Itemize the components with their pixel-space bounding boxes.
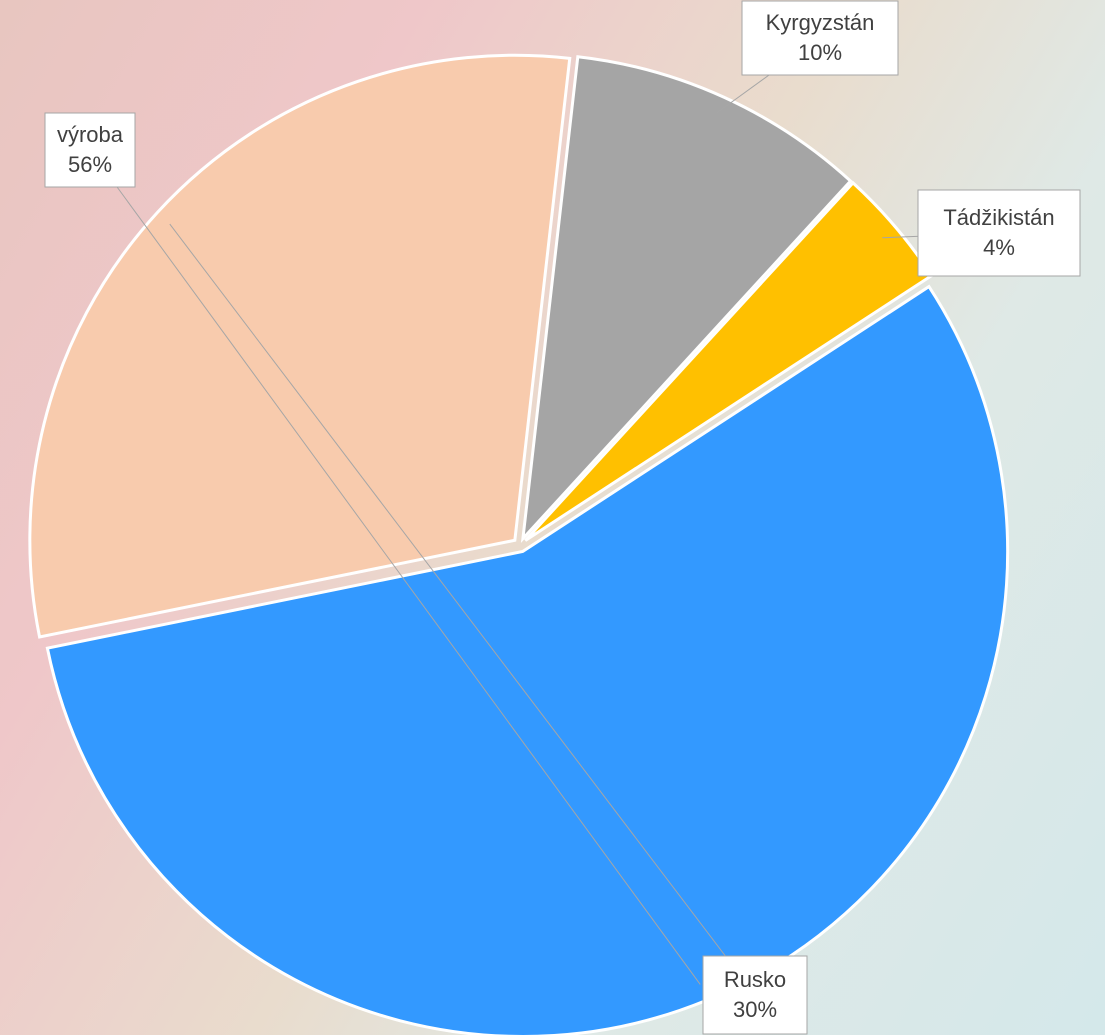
data-label-name: výroba bbox=[57, 122, 124, 147]
data-label-value: 4% bbox=[983, 235, 1015, 260]
data-label-value: 10% bbox=[798, 40, 842, 65]
callout-box bbox=[918, 190, 1080, 276]
data-label-name: Rusko bbox=[724, 967, 786, 992]
data-label-value: 30% bbox=[733, 997, 777, 1022]
data-label-name: Tádžikistán bbox=[943, 205, 1054, 230]
data-label-name: Kyrgyzstán bbox=[766, 10, 875, 35]
chart: Kyrgyzstán 10% Tádžikistán 4% výroba 56% Rusko… bbox=[0, 0, 1105, 1035]
data-label-value: 56% bbox=[68, 152, 112, 177]
